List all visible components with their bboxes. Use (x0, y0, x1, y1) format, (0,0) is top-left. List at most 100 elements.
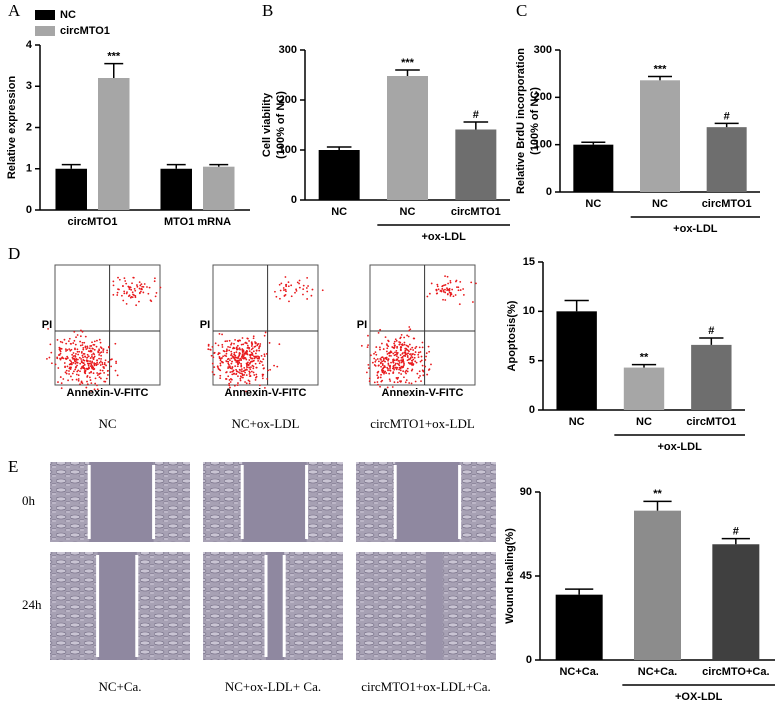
flow-dot (105, 364, 107, 367)
flow-dot (373, 352, 375, 355)
flow-dot (421, 346, 424, 349)
flow-dot (79, 340, 82, 343)
flow-dot (59, 358, 62, 361)
flow-dot (252, 335, 255, 338)
flow-dot (57, 381, 59, 383)
legend-swatch (35, 26, 55, 36)
flow-dot (229, 359, 231, 362)
flow-dot (399, 380, 401, 382)
flow-dot (228, 349, 231, 352)
flow-dot (255, 366, 258, 369)
flow-dot (376, 358, 379, 360)
flow-dot (139, 284, 142, 287)
flow-dot (105, 377, 108, 380)
flow-dot (376, 374, 379, 377)
flow-dot (240, 368, 243, 371)
flow-dot (395, 349, 398, 352)
flow-dot (412, 337, 415, 340)
x-tick-label: NC+Ca. (559, 666, 598, 678)
flow-dot (212, 356, 215, 359)
flow-dot (127, 285, 130, 288)
flow-dot (227, 360, 230, 363)
flow-dot (86, 380, 88, 383)
flow-dot (396, 381, 399, 384)
flow-dot (239, 377, 242, 380)
flow-dot (67, 379, 69, 382)
flow-dot (384, 336, 387, 339)
y-tick-label: 300 (279, 44, 297, 56)
flow-dot (375, 346, 378, 348)
flow-dot (444, 291, 447, 294)
flow-dot (447, 288, 450, 291)
flow-dot (236, 365, 239, 368)
flow-dot (256, 343, 259, 346)
flow-dot (398, 368, 401, 371)
flow-dot (222, 355, 225, 358)
flow-dot (404, 352, 407, 355)
flow-dot (250, 341, 253, 344)
flow-dot (283, 295, 286, 297)
flow-dot (417, 376, 420, 379)
flow-dot (260, 354, 263, 357)
y-tick-label: 10 (523, 305, 535, 317)
flow-dot (102, 366, 105, 368)
flow-dot (236, 344, 239, 347)
flow-dot (386, 344, 389, 347)
flow-dot (77, 378, 80, 380)
flow-dot (393, 359, 396, 362)
y-axis-label: (100% of NC) (275, 91, 287, 159)
flow-dot (394, 344, 396, 347)
flow-dot (107, 374, 109, 376)
flow-dot (141, 285, 144, 288)
flow-dot (159, 286, 162, 289)
flow-dot (80, 329, 82, 332)
flow-dot (94, 382, 97, 385)
flow-dot (76, 348, 79, 351)
flow-dot (428, 292, 431, 295)
flow-dot (389, 380, 392, 382)
y-axis-label: Relative BrdU incorporation (515, 48, 527, 194)
x-tick-label: NC (569, 416, 585, 428)
flow-dot (246, 366, 249, 369)
flow-dot (261, 375, 264, 377)
flow-dot (122, 299, 125, 302)
flow-dot (449, 279, 452, 282)
flow-dot (437, 288, 440, 291)
flow-dot (253, 374, 256, 376)
flow-dot (245, 358, 248, 361)
flow-dot (396, 351, 399, 354)
flow-dot (283, 289, 285, 291)
flow-dot (90, 382, 93, 385)
flow-dot (248, 370, 251, 373)
flow-dot (245, 390, 247, 393)
flow-dot (233, 351, 236, 354)
flow-dot (424, 365, 427, 368)
flow-dot (399, 336, 402, 339)
flow-dot (214, 342, 217, 345)
flow-dot (368, 367, 370, 370)
flow-dot (258, 384, 261, 387)
flow-dot (85, 386, 88, 389)
flow-dot (249, 361, 252, 364)
flow-dot (231, 360, 233, 363)
flow-dot (400, 346, 403, 349)
flow-dot (238, 339, 241, 342)
flow-dot (241, 348, 244, 351)
flow-dot (374, 360, 377, 363)
flow-dot (69, 359, 71, 362)
flow-dot (63, 362, 66, 364)
flow-dot (86, 362, 89, 365)
flow-dot (398, 362, 401, 364)
flow-dot (367, 344, 369, 347)
flow-dot (229, 346, 231, 349)
flow-dot (60, 382, 63, 385)
flow-dot (248, 359, 251, 361)
flow-dot (112, 280, 115, 283)
flow-dot (360, 344, 363, 347)
flow-dot (62, 378, 65, 380)
flow-dot (393, 346, 396, 348)
flow-dot (380, 380, 383, 383)
flow-dot (98, 357, 100, 360)
flow-dot (70, 348, 73, 351)
flow-dot (75, 378, 78, 381)
